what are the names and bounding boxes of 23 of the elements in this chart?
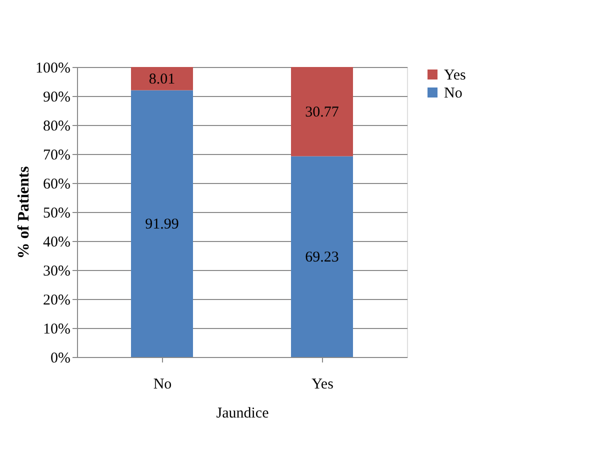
x-axis-title: Jaundice [216,406,270,422]
y-tick-label: 90% [43,90,70,106]
y-tick-label: 0% [50,350,70,366]
data-label: 69.23 [305,250,339,266]
y-tick-label: 70% [43,148,70,164]
bar [131,90,193,357]
legend-label: Yes [444,68,466,84]
y-axis-title: % of Patients [16,166,33,259]
legend-label: No [444,86,462,102]
y-tick-label: 100% [36,60,70,76]
bar [291,67,353,156]
y-tick-label: 50% [43,206,70,222]
y-tick-label: 30% [43,264,70,280]
data-label: 8.01 [148,72,176,88]
y-tick-label: 80% [43,118,70,134]
y-tick-label: 60% [43,176,70,192]
y-tick-label: 10% [43,322,70,338]
y-tick-label: 20% [43,292,70,308]
data-label: 91.99 [145,216,179,233]
bar [291,156,353,357]
bar [131,67,193,90]
y-tick-label: 40% [43,234,70,250]
data-label: 30.77 [305,104,340,121]
